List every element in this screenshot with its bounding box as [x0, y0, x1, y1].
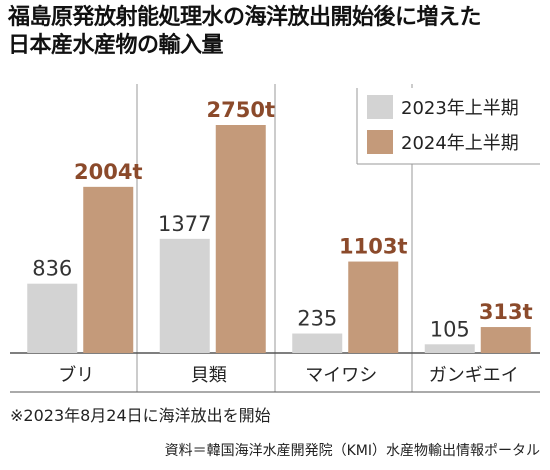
- category-label-4: ガンギエイ: [429, 365, 519, 386]
- bar-2024-3: [348, 261, 399, 353]
- bar-2024-1: [83, 186, 134, 353]
- bar-2023-2: [159, 238, 210, 353]
- title-line-1: 福島原発放射能処理水の海洋放出開始後に増えた: [8, 5, 482, 30]
- bar-2023-3: [292, 333, 343, 353]
- value-label-2023-4: 105: [430, 317, 470, 341]
- value-label-2023-2: 1377: [158, 212, 211, 236]
- bar-2024-4: [480, 327, 531, 353]
- value-label-2024-4: 313t: [479, 300, 533, 324]
- value-label-2023-1: 836: [32, 257, 72, 281]
- bar-2023-4: [424, 344, 475, 353]
- value-label-2024-3: 1103t: [339, 235, 408, 259]
- bar-2024-2: [215, 125, 266, 353]
- bar-2023-1: [27, 283, 78, 353]
- title-line-2: 日本産水産物の輸入量: [8, 33, 224, 58]
- category-label-2: 貝類: [191, 365, 227, 386]
- value-label-2024-1: 2004t: [74, 160, 143, 184]
- footnote: ※2023年8月24日に海洋放出を開始: [10, 406, 271, 425]
- legend-swatch-2024: [367, 130, 393, 154]
- category-label-3: マイワシ: [305, 365, 377, 386]
- legend-swatch-2023: [367, 95, 393, 119]
- category-label-1: ブリ: [58, 364, 94, 386]
- value-label-2024-2: 2750t: [207, 98, 276, 122]
- source-credit: 資料＝韓国海洋水産開発院（KMI）水産物輸出情報ポータル: [164, 443, 540, 459]
- chart-title: 福島原発放射能処理水の海洋放出開始後に増えた 日本産水産物の輸入量: [8, 4, 548, 60]
- legend-label-2023: 2023年上半期: [401, 98, 519, 119]
- legend-label-2024: 2024年上半期: [401, 133, 519, 154]
- value-label-2023-3: 235: [297, 307, 337, 331]
